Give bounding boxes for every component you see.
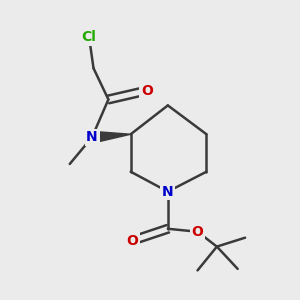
Text: N: N (162, 184, 174, 199)
Text: O: O (126, 234, 138, 248)
Polygon shape (92, 131, 131, 143)
Text: Cl: Cl (82, 30, 97, 44)
Text: O: O (141, 84, 153, 98)
Text: N: N (86, 130, 98, 144)
Text: O: O (192, 225, 203, 239)
